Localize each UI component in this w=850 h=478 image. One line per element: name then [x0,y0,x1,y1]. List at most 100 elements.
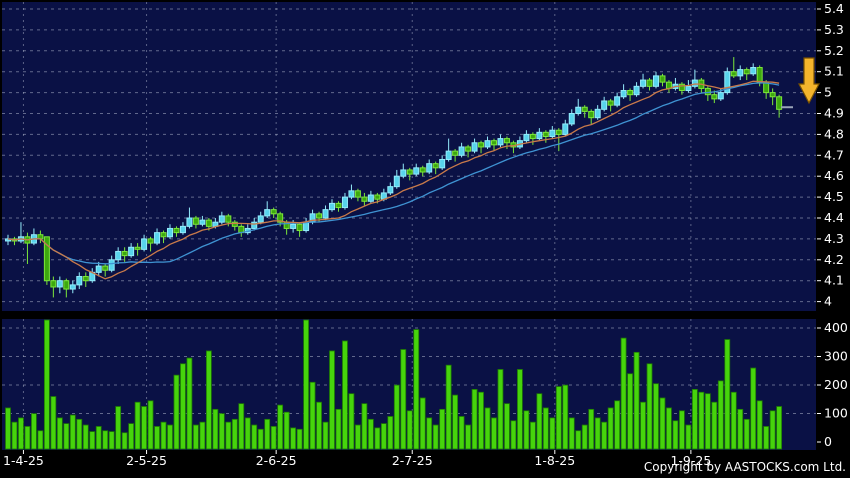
volume-bar [231,418,238,450]
volume-bar [342,340,348,450]
volume-bar [400,349,407,450]
price-tick-label: 5.4 [824,1,844,16]
volume-bar [523,410,530,450]
candle-down [627,90,634,96]
volume-bar [238,403,245,450]
candle-up [523,133,530,142]
candle-up [69,284,76,290]
candle-up [691,79,698,87]
candle-up [348,190,355,198]
volume-bar [601,421,608,450]
volume-bar [296,428,303,450]
candle-up [724,71,731,94]
candle-up [594,108,601,119]
volume-bar [510,420,517,450]
candle-up [154,232,161,244]
candle-up [257,215,264,223]
volume-bar [309,381,316,450]
candle-down [743,69,750,75]
ma-fast-line [7,80,780,280]
volume-bar [685,424,692,450]
candle-down [296,223,303,232]
candle-down [478,142,485,148]
volume-bar [283,411,290,450]
candle-down [231,221,238,227]
volume-bar [750,367,757,450]
volume-bar [640,401,646,450]
candle-down [316,213,323,219]
volume-bar [154,426,160,450]
candle-down [756,67,763,83]
candle-down [465,146,472,152]
volume-bar [374,427,381,450]
volume-bar [380,423,387,450]
volume-bar [704,393,711,450]
volume-bar [5,407,11,450]
price-tick-label: 4.7 [824,147,844,162]
volume-tick-label: 200 [824,377,848,392]
candle-up [387,186,394,194]
candle-up [128,246,135,257]
candle-up [367,194,374,202]
candle-up [653,75,659,87]
volume-bar [393,384,400,450]
copyright-text: Copyright by AASTOCKS.com Ltd. [643,460,846,474]
candle-down [491,140,497,146]
down-arrow-icon [798,57,820,105]
volume-bar [426,417,433,450]
candle-up [633,85,640,96]
candle-up [218,215,225,223]
volume-bar [575,430,582,450]
candle-down [82,276,89,282]
volume-bar [568,417,575,450]
candle-up [115,250,122,261]
volume-bar [717,380,724,450]
volume-bar [167,424,173,450]
volume-bar [82,424,89,450]
volume-bar [743,418,750,450]
volume-bar [763,426,770,450]
volume-bar [270,426,277,450]
volume-bar [406,410,413,450]
volume-bar [769,410,776,450]
candle-up [575,106,582,115]
candle-up [685,85,692,92]
volume-bar [756,400,763,450]
volume-bar [445,364,452,450]
volume-bar [18,417,24,450]
candle-down [542,131,549,137]
candle-down [361,196,368,202]
candle-down [102,265,109,271]
candle-down [160,232,167,238]
x-axis-date-label: 1-4-25 [3,453,44,468]
x-axis-date-label: 2-7-25 [392,453,433,468]
candle-down [121,250,128,257]
volume-bar [335,408,342,450]
volume-bar [607,407,614,450]
volume-bar [108,431,115,450]
candle-up [750,67,757,75]
candle-down [588,110,595,119]
candle-down [335,202,342,209]
candle-down [50,280,57,288]
candle-up [640,79,647,87]
volume-bar [698,391,705,450]
volume-bar [173,374,180,450]
volume-tick-label: 300 [824,349,848,364]
candle-down [277,213,284,223]
volume-bar [679,410,685,450]
candle-up [568,113,575,125]
volume-bar [452,394,459,450]
volume-bar [367,418,374,450]
volume-bar [37,430,44,450]
candle-down [192,217,199,225]
volume-bar [653,383,659,450]
price-tick-label: 4 [824,294,832,309]
volume-bar [244,417,251,450]
volume-bar [69,414,76,450]
volume-bar [348,393,355,450]
volume-bar [776,406,783,450]
volume-bar [43,319,50,450]
candle-down [678,83,685,92]
